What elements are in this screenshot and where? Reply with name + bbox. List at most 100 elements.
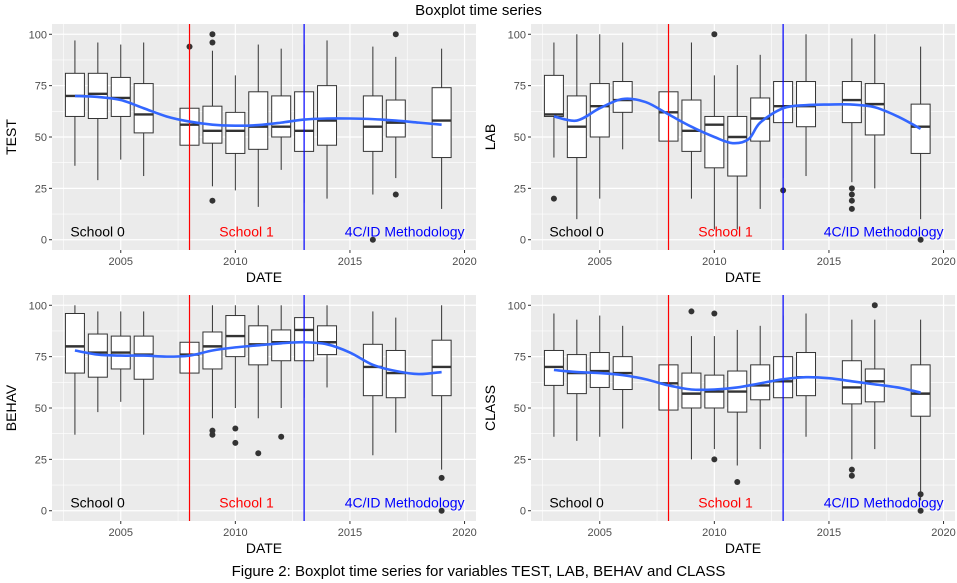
annotation-label: School 1 (698, 224, 753, 240)
box-iqr (431, 87, 452, 159)
outlier-point (392, 31, 399, 38)
outlier-point (917, 491, 924, 498)
x-axis-title: DATE (725, 269, 761, 285)
outlier-point (438, 507, 445, 514)
box-iqr (133, 335, 154, 380)
y-tick-label: 50 (35, 403, 47, 415)
boxplot-2005 (110, 311, 131, 402)
outlier-point (848, 472, 855, 479)
y-tick-label: 0 (520, 506, 526, 518)
outlier-point (711, 456, 718, 463)
y-tick-label: 75 (35, 352, 47, 364)
outlier-point (209, 31, 216, 38)
y-tick-label: 75 (514, 81, 526, 93)
boxplot-2010 (704, 31, 725, 230)
x-tick-label: 2020 (931, 256, 955, 268)
boxplot-2006 (612, 325, 633, 429)
y-tick-label: 100 (29, 29, 47, 41)
outlier-point (711, 31, 718, 38)
y-tick-label: 75 (514, 352, 526, 364)
x-tick-label: 2005 (109, 256, 133, 268)
outlier-point (255, 450, 262, 457)
outlier-point (734, 478, 741, 485)
outlier-point (917, 236, 924, 243)
outlier-point (369, 236, 376, 243)
y-tick-label: 25 (514, 183, 526, 195)
annotation-label: School 0 (70, 495, 125, 511)
panel-behav: School 0 School 1 4C/ID Methodology 0 25 50 75… (3, 295, 477, 556)
y-axis-title: BEHAV (3, 384, 19, 431)
y-tick-label: 25 (35, 454, 47, 466)
box-iqr (271, 95, 292, 138)
chart-title: Boxplot time series (415, 2, 542, 19)
boxplot-2016 (841, 38, 862, 212)
annotation-label: School 0 (549, 224, 604, 240)
box-iqr (362, 95, 383, 152)
y-tick-label: 100 (29, 300, 47, 312)
y-tick-label: 0 (520, 235, 526, 247)
annotation-label: School 0 (70, 224, 125, 240)
x-tick-label: 2020 (452, 256, 476, 268)
outlier-point (848, 185, 855, 192)
outlier-point (550, 195, 557, 202)
boxplot-2011 (727, 65, 748, 230)
panel-lab: School 0 School 1 4C/ID Methodology 0 25 50 75… (482, 24, 956, 285)
outlier-point (871, 302, 878, 309)
smooth-line (74, 340, 442, 376)
box-iqr (248, 91, 269, 150)
outlier-point (278, 433, 285, 440)
boxplot-2003 (543, 313, 564, 437)
box-iqr (362, 343, 383, 397)
boxplot-2017 (864, 34, 885, 189)
boxplot-2016 (362, 46, 383, 243)
smooth-line (553, 97, 922, 145)
y-tick-label: 50 (35, 132, 47, 144)
boxplot-2017 (385, 317, 406, 433)
boxplot-2011 (727, 329, 748, 485)
boxplot-2003 (64, 40, 85, 166)
box-iqr (385, 99, 406, 138)
x-tick-label: 2015 (338, 256, 362, 268)
box-iqr (796, 352, 817, 397)
outlier-point (232, 439, 239, 446)
boxplot-2019 (910, 319, 931, 514)
boxplot-2016 (362, 311, 383, 456)
x-axis-title: DATE (246, 269, 282, 285)
x-tick-label: 2010 (223, 256, 247, 268)
boxplot-2004 (566, 319, 587, 441)
outlier-point (232, 425, 239, 432)
boxplot-2011 (248, 44, 269, 207)
annotation-label: School 1 (698, 495, 753, 511)
y-tick-label: 100 (508, 29, 526, 41)
panel-class: School 0 School 1 4C/ID Methodology 0 25 50 75… (482, 295, 956, 556)
outlier-point (848, 466, 855, 473)
x-axis-title: DATE (246, 540, 282, 556)
boxplot-2004 (566, 34, 587, 220)
y-tick-label: 0 (41, 506, 47, 518)
x-tick-label: 2005 (588, 256, 612, 268)
outlier-point (917, 507, 924, 514)
outlier-point (392, 191, 399, 198)
boxplot-2003 (543, 42, 564, 202)
boxplot-2005 (589, 315, 610, 437)
smooth-line (553, 368, 921, 394)
y-axis-title: LAB (482, 124, 498, 150)
box-iqr (543, 74, 564, 117)
panel-test: School 0 School 1 4C/ID Methodology 0 25 50 75… (3, 24, 477, 285)
annotation-label: 4C/ID Methodology (824, 224, 944, 240)
x-tick-label: 2020 (931, 527, 955, 539)
box-iqr (317, 325, 338, 356)
outlier-point (209, 39, 216, 46)
y-tick-label: 25 (514, 454, 526, 466)
x-tick-label: 2015 (338, 527, 362, 539)
boxplot-2010 (225, 75, 246, 191)
outlier-point (209, 427, 216, 434)
y-tick-label: 0 (41, 235, 47, 247)
box-iqr (612, 81, 633, 113)
box-iqr (589, 83, 610, 138)
boxplot-2014 (317, 305, 338, 388)
figure-caption: Figure 2: Boxplot time series for variab… (231, 563, 726, 580)
outlier-point (209, 197, 216, 204)
x-tick-label: 2005 (109, 527, 133, 539)
annotation-label: 4C/ID Methodology (345, 495, 465, 511)
